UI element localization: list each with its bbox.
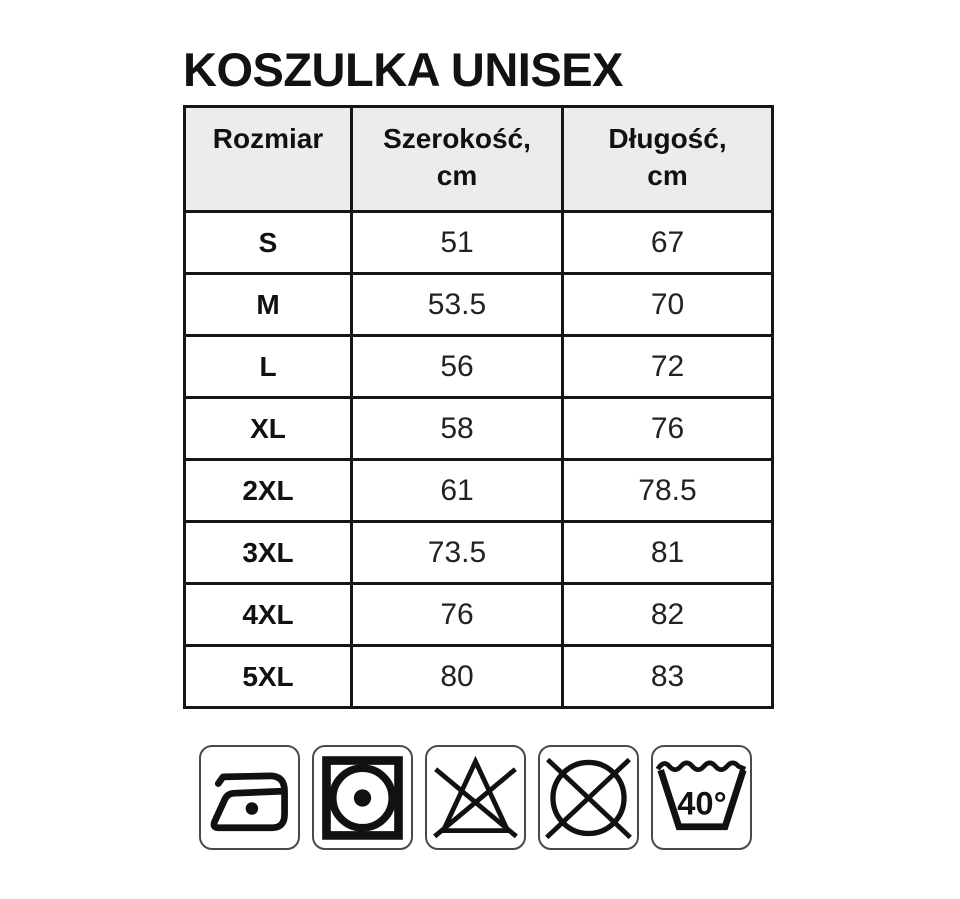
size-label: S [183,210,353,275]
wash-40-glyph: 40° [655,760,747,831]
width-value: 53.5 [350,272,564,337]
header-size-line1: Rozmiar [212,123,324,154]
header-size: Rozmiar [183,105,353,213]
tumble-dry-icon [312,745,413,850]
width-value: 56 [350,334,564,399]
table-row: 2XL 61 78.5 [183,458,774,523]
table-row: L 56 72 [183,334,774,399]
length-value: 83 [561,644,774,709]
width-value: 73.5 [350,520,564,585]
width-value: 76 [350,582,564,647]
table-row: 5XL 80 83 [183,644,774,709]
header-width-line1: Szerokość, [383,123,531,154]
do-not-dry-clean-icon [538,745,639,850]
header-row: Rozmiar Szerokość, cm Długość, cm [183,105,774,213]
size-label: 5XL [183,644,353,709]
size-label: 3XL [183,520,353,585]
size-table-header: Rozmiar Szerokość, cm Długość, cm [183,105,774,213]
header-length-line1: Długość, [608,123,727,154]
size-label: XL [183,396,353,461]
header-length-line2: cm [647,160,688,191]
iron-icon [199,745,300,850]
length-value: 78.5 [561,458,774,523]
size-label: M [183,272,353,337]
do-not-bleach-icon [425,745,526,850]
do-not-bleach-glyph [433,755,518,839]
table-row: 3XL 73.5 81 [183,520,774,585]
table-row: 4XL 76 82 [183,582,774,647]
size-label: 2XL [183,458,353,523]
do-not-dry-clean-glyph [545,757,632,840]
size-label: L [183,334,353,399]
tumble-dry-glyph [322,756,403,840]
size-table: Rozmiar Szerokość, cm Długość, cm S 51 6… [183,105,774,709]
length-value: 70 [561,272,774,337]
wash-40-icon: 40° [651,745,752,850]
width-value: 80 [350,644,564,709]
table-row: M 53.5 70 [183,272,774,337]
wash-temp-label: 40° [677,784,726,821]
width-value: 61 [350,458,564,523]
length-value: 81 [561,520,774,585]
width-value: 58 [350,396,564,461]
header-width-line2: cm [436,160,478,191]
table-row: S 51 67 [183,210,774,275]
header-length: Długość, cm [561,105,774,213]
page-title: KOSZULKA UNISEX [183,43,623,96]
size-label: 4XL [183,582,353,647]
length-value: 67 [561,210,774,275]
length-value: 82 [561,582,774,647]
table-row: XL 58 76 [183,396,774,461]
width-value: 51 [350,210,564,275]
length-value: 76 [561,396,774,461]
care-icons-strip: 40° [199,745,752,850]
header-width: Szerokość, cm [350,105,564,213]
length-value: 72 [561,334,774,399]
iron-glyph [210,772,288,832]
